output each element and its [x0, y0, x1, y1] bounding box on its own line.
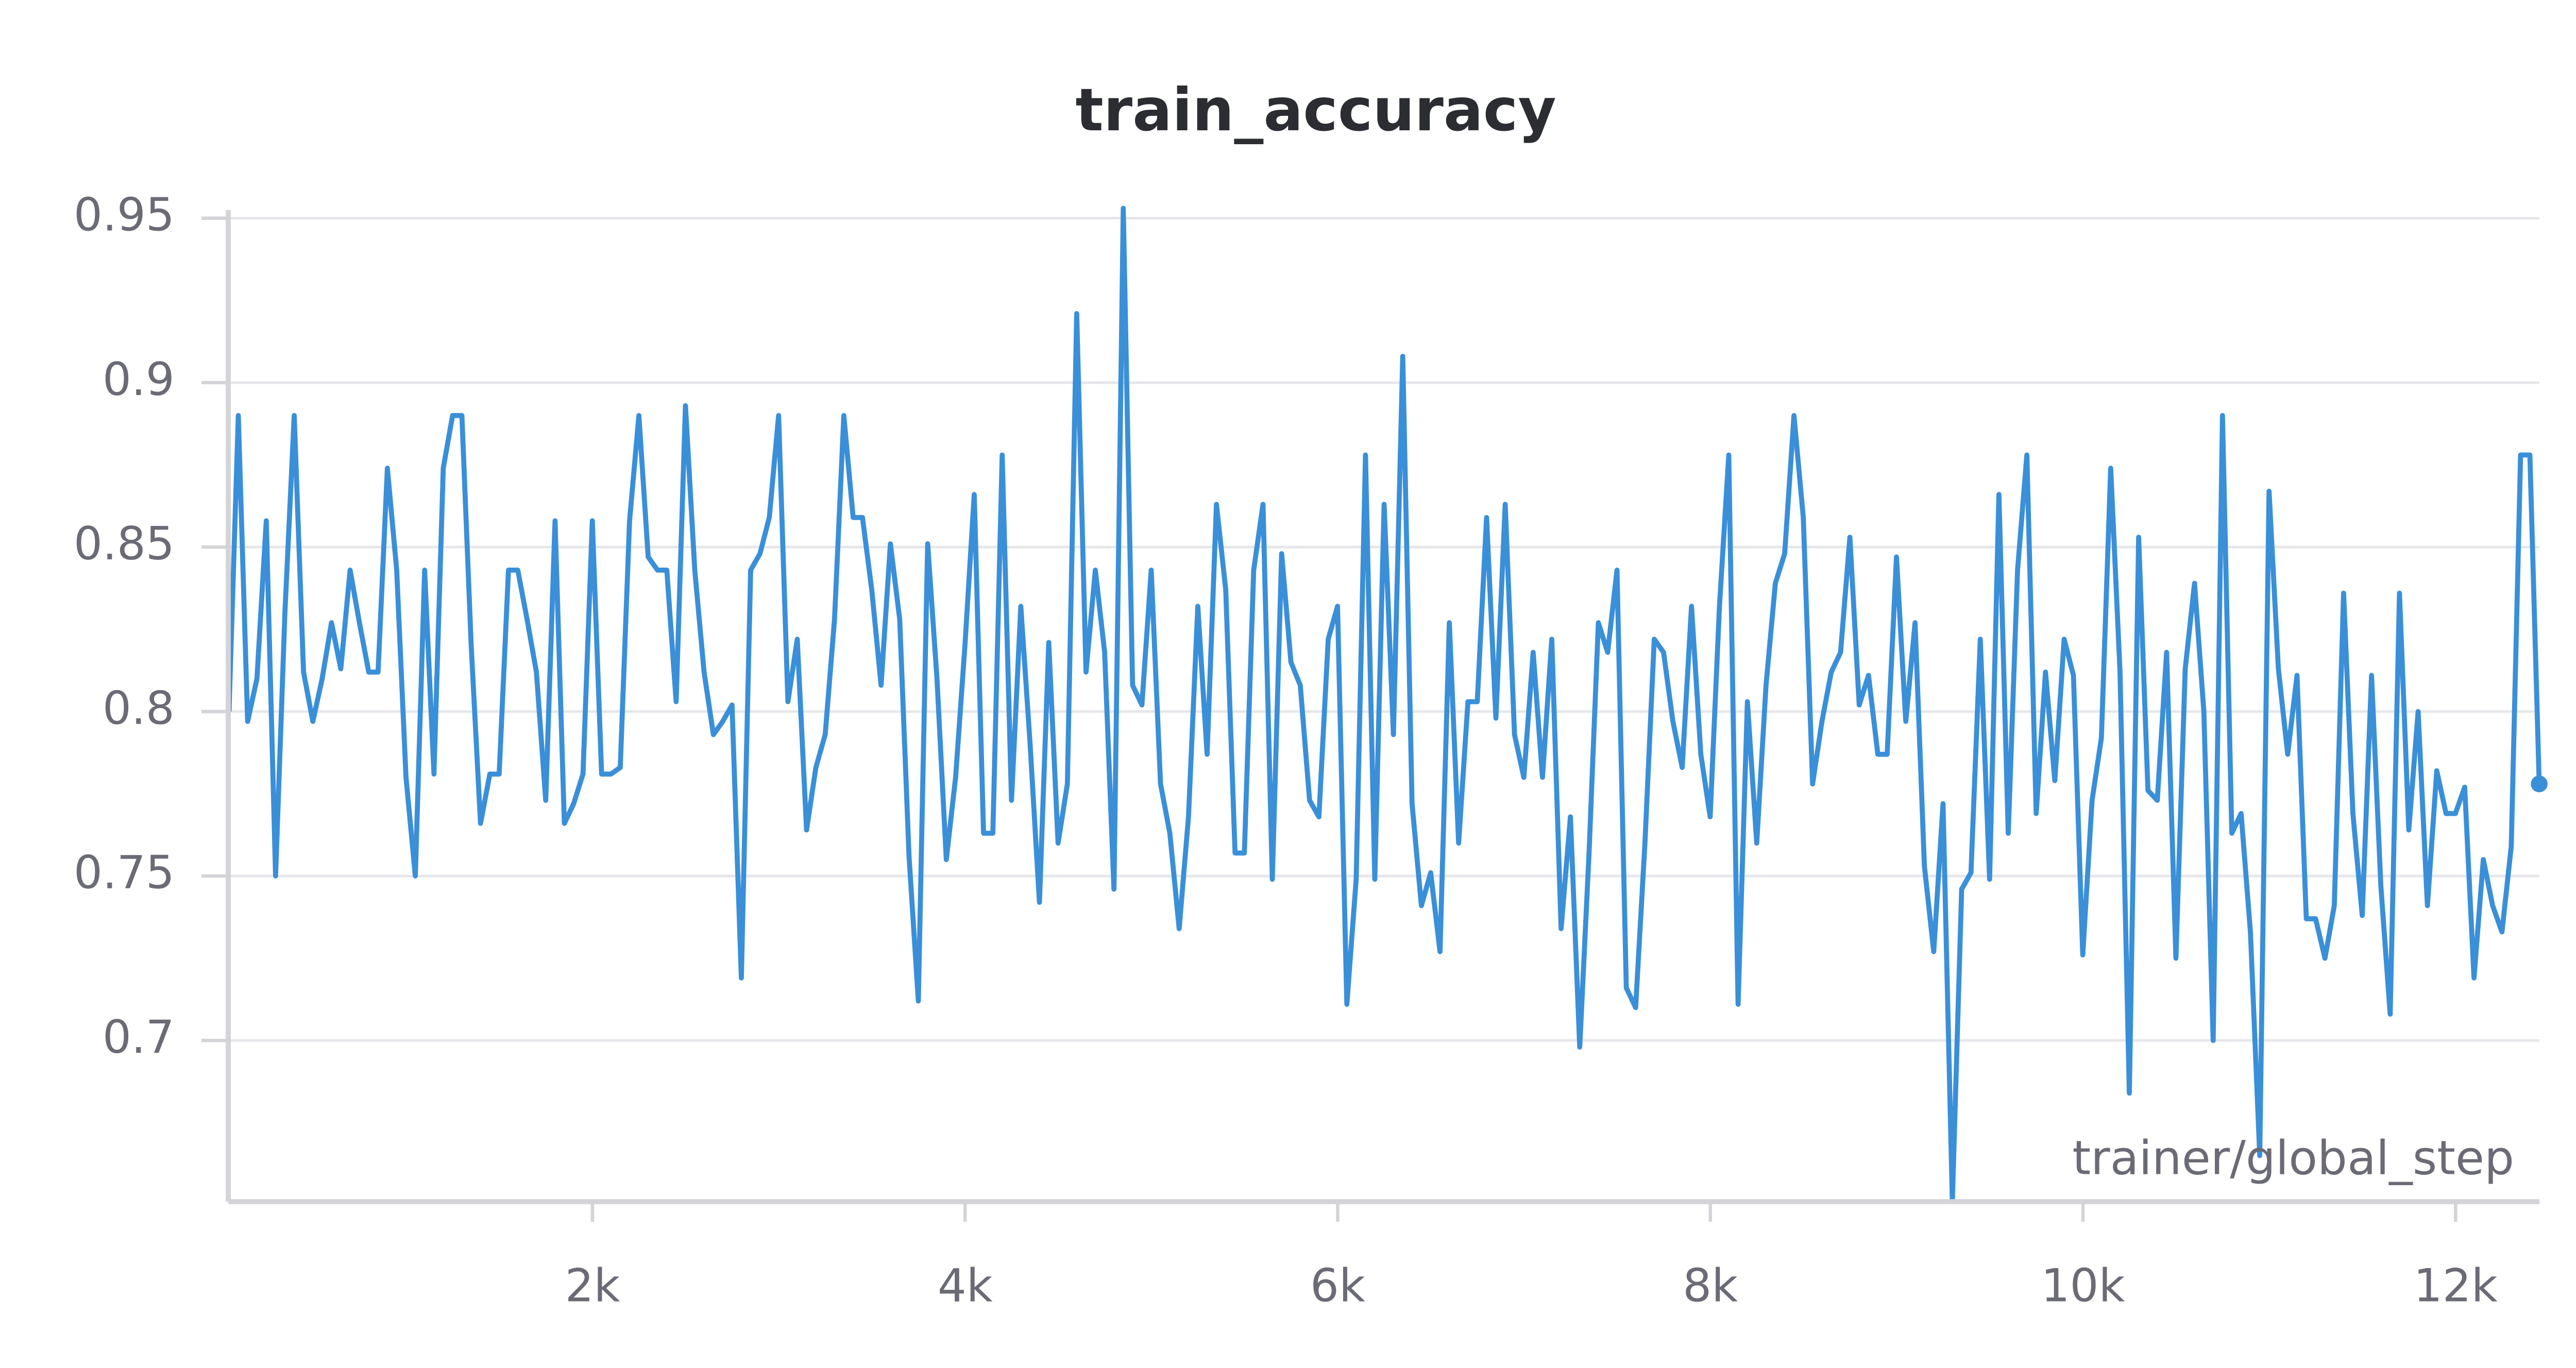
chart-title: train_accuracy — [1075, 76, 1556, 144]
x-tick-label: 10k — [2041, 1259, 2125, 1312]
x-tick-label: 2k — [565, 1259, 620, 1312]
x-axis-label: trainer/global_step — [2072, 1131, 2514, 1186]
x-tick-label: 6k — [1310, 1259, 1365, 1312]
y-tick-label: 0.7 — [103, 1011, 175, 1064]
end-point — [2531, 775, 2548, 793]
x-tick-label: 12k — [2414, 1259, 2498, 1312]
grid — [201, 216, 2539, 1222]
data-line — [226, 206, 2542, 1204]
plot-area — [226, 206, 2548, 1204]
x-tick-label: 8k — [1683, 1259, 1738, 1312]
y-tick-label: 0.95 — [74, 189, 175, 242]
y-tick-label: 0.85 — [74, 517, 175, 570]
y-tick-label: 0.8 — [103, 681, 175, 734]
y-tick-label: 0.75 — [74, 846, 175, 899]
y-tick-label: 0.9 — [103, 353, 175, 406]
x-tick-label: 4k — [938, 1259, 993, 1312]
